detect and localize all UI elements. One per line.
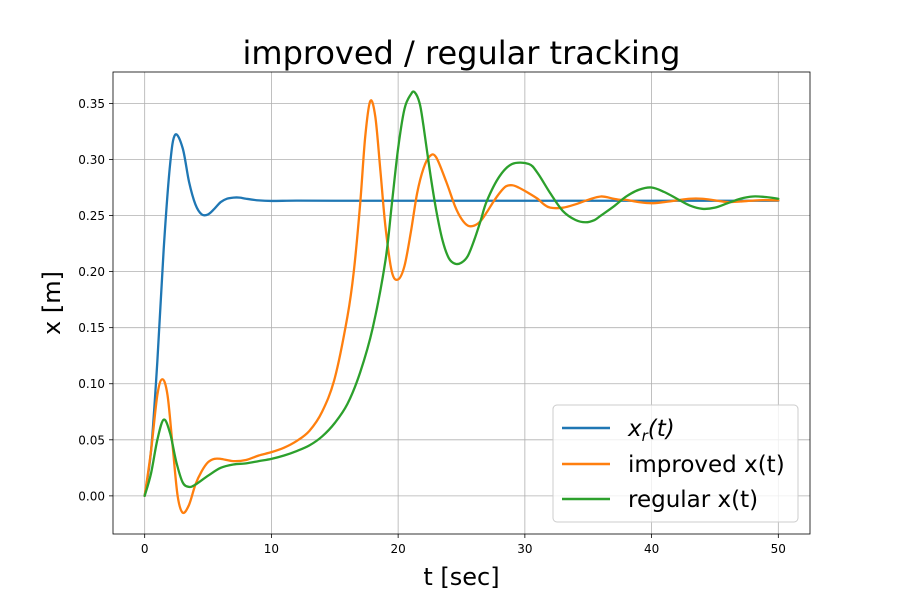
x-tick-label: 30: [517, 542, 532, 556]
y-tick-label: 0.20: [78, 265, 105, 279]
legend-label-xr-subscript: r: [642, 427, 649, 445]
y-tick-label: 0.30: [78, 153, 105, 167]
legend-label-improved: improved x(t): [628, 452, 785, 478]
x-tick-label: 40: [644, 542, 659, 556]
plot-frame: [112, 71, 811, 535]
y-tick-label: 0.35: [78, 97, 105, 111]
y-tick-label: 0.00: [78, 489, 105, 503]
y-tick-label: 0.05: [78, 433, 105, 447]
legend-label-xr-tail: (t): [648, 416, 675, 442]
series-line-xr: [143, 133, 780, 498]
chart-title: improved / regular tracking: [243, 34, 681, 72]
x-tick-label: 50: [771, 542, 786, 556]
series-line-regular: [143, 90, 780, 498]
legend-label-regular: regular x(t): [628, 487, 758, 513]
x-axis-label: t [sec]: [423, 563, 499, 591]
x-tick-label: 0: [141, 542, 149, 556]
series-line-improved: [143, 99, 780, 515]
legend-label-xr-main: x: [627, 416, 642, 442]
legend-box: [552, 404, 799, 523]
y-tick-label: 0.25: [78, 209, 105, 223]
y-tick-label: 0.15: [78, 321, 105, 335]
x-tick-label: 20: [390, 542, 405, 556]
legend-label-xr: xr(t): [627, 416, 675, 445]
axis-ticks: 0 10 20 30 40 50 0.00 0.05 0.10 0.15 0.20 0.25 0.30 0…: [78, 97, 786, 556]
legend: xr(t) improved x(t) regular x(t): [552, 404, 799, 523]
series-lines: [143, 90, 780, 515]
y-axis-label: x [m]: [38, 271, 66, 335]
y-tick-label: 0.10: [78, 377, 105, 391]
x-tick-label: 10: [264, 542, 279, 556]
